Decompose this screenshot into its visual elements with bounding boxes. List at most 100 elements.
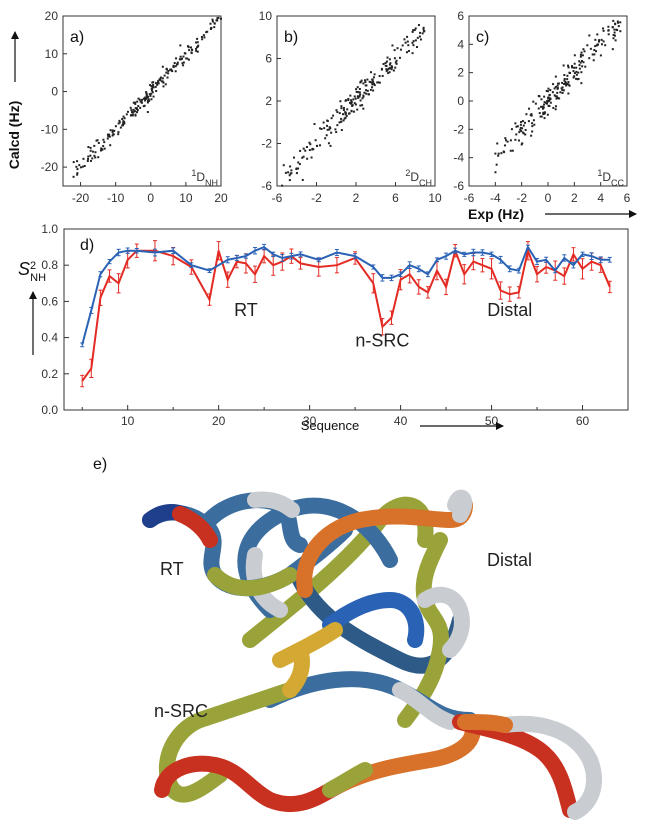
tube-segment — [272, 622, 343, 668]
scatter-point — [398, 56, 401, 59]
scatter-point — [87, 146, 90, 149]
scatter-point — [131, 114, 134, 117]
scatter-point — [174, 70, 177, 73]
scatter-point — [139, 106, 142, 109]
ytick-label: -4 — [453, 151, 464, 165]
scatter-point — [617, 21, 620, 24]
scatter-point — [494, 171, 497, 174]
tube-segment — [158, 682, 298, 803]
scatter-point — [568, 84, 571, 87]
scatter-point — [311, 147, 314, 150]
scatter-point — [532, 119, 535, 122]
scatter-point — [404, 41, 407, 44]
scatter-point — [549, 89, 552, 92]
scatter-point — [165, 71, 168, 74]
xtick-label: -20 — [72, 191, 90, 205]
scatter-point — [521, 120, 524, 123]
scatter-point — [565, 84, 568, 87]
scatter-point — [411, 30, 414, 33]
scatter-point — [79, 166, 82, 169]
scatter-point — [412, 29, 415, 32]
scatter-point — [328, 126, 331, 129]
scatter-point — [354, 97, 357, 100]
scatter-point — [607, 33, 610, 36]
scatter-point — [292, 156, 295, 159]
scatter-point — [126, 110, 129, 113]
scatter-point — [371, 86, 374, 89]
scatter-point — [588, 34, 591, 37]
scatter-point — [309, 143, 312, 146]
scatter-point — [373, 84, 376, 87]
scatter-point — [147, 99, 150, 102]
scatter-point — [381, 74, 384, 77]
scatter-point — [385, 70, 388, 73]
scatter-point — [181, 62, 184, 65]
scatter-point — [563, 74, 566, 77]
xtick-labels-d: 10 20 30 40 50 60 — [121, 414, 590, 428]
scatter-point — [167, 72, 170, 75]
scatter-point — [91, 157, 94, 160]
scatter-point — [182, 64, 185, 67]
scatter-point — [564, 80, 567, 83]
scatter-panel-a: a) 1DNH -20 -10 0 10 20 20 10 0 -10 -20 — [41, 9, 228, 205]
scatter-point — [615, 28, 618, 31]
scatter-point — [190, 46, 193, 49]
scatter-point — [548, 94, 551, 97]
scatter-point — [531, 130, 534, 133]
structure-label-rt: RT — [160, 559, 184, 579]
scatter-point — [89, 146, 92, 149]
scatter-point — [138, 98, 141, 101]
xtick-label: 2 — [571, 191, 578, 205]
scatter-point — [335, 109, 338, 112]
scatter-point — [561, 91, 564, 94]
scatter-point — [561, 86, 564, 89]
scatter-point — [152, 95, 155, 98]
scatter-point — [209, 22, 212, 25]
scatter-point — [162, 85, 165, 88]
scatter-point — [368, 80, 371, 83]
scatter-point — [548, 97, 551, 100]
xtick-label: -10 — [107, 191, 125, 205]
scatter-point — [544, 111, 547, 114]
scatter-point — [540, 115, 543, 118]
scatter-point — [555, 95, 558, 98]
scatter-point — [82, 157, 85, 160]
scatter-point — [570, 65, 573, 68]
scatter-point — [340, 120, 343, 123]
scatter-point — [534, 102, 537, 105]
scatter-point — [567, 66, 570, 69]
scatter-point — [403, 38, 406, 41]
scatter-point — [530, 113, 533, 116]
scatter-point — [503, 144, 506, 147]
scatter-point — [520, 129, 523, 132]
ytick-label: -6 — [453, 179, 464, 193]
scatter-point — [422, 28, 425, 31]
scatter-point — [580, 71, 583, 74]
scatter-point — [600, 43, 603, 46]
scatter-point — [178, 58, 181, 61]
scatter-point — [571, 66, 574, 69]
xtick-label: 60 — [576, 414, 590, 428]
coupling-label-c: 1DCC — [597, 168, 624, 188]
scatter-point — [611, 26, 614, 29]
scatter-point — [308, 141, 311, 144]
xtick-label: 2 — [353, 191, 360, 205]
scatter-point — [106, 133, 109, 136]
scatter-point — [185, 57, 188, 60]
scatter-point — [295, 167, 298, 170]
scatter-point — [556, 87, 559, 90]
plot-frame-b — [276, 15, 436, 187]
scatter-point — [573, 62, 576, 65]
scatter-point — [180, 57, 183, 60]
scatter-point — [581, 54, 584, 57]
scatter-point — [497, 154, 500, 157]
panel-label-b: b) — [284, 29, 298, 46]
scatter-point — [97, 141, 100, 144]
scatter-point — [533, 123, 536, 126]
scatter-point — [159, 76, 162, 79]
scatter-point — [213, 26, 216, 29]
scatter-point — [205, 31, 208, 34]
scatter-point — [386, 56, 389, 59]
scatter-point — [516, 125, 519, 128]
scatter-point — [545, 89, 548, 92]
